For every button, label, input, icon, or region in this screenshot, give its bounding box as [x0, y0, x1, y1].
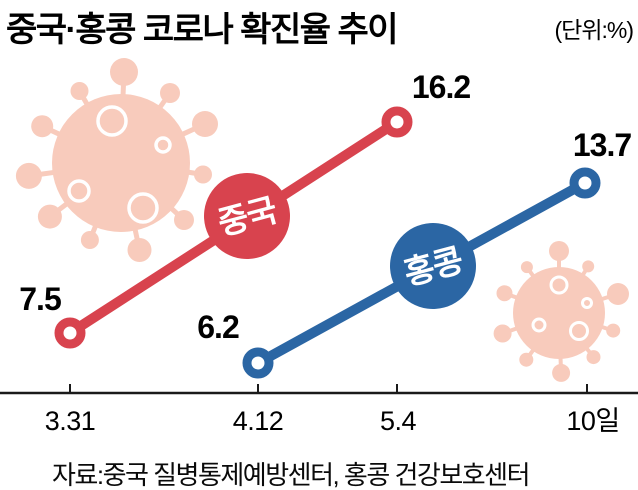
value-labels: 7.5 16.2 6.2 13.7 — [19, 69, 632, 345]
china-end-marker — [381, 106, 413, 138]
x-tick-label-2: 4.12 — [233, 406, 284, 436]
virus-spike — [80, 224, 99, 249]
virus-spike — [520, 261, 536, 278]
hongkong-end-value: 13.7 — [573, 127, 631, 163]
page-title: 중국·홍콩 코로나 확진율 추이 — [6, 11, 399, 49]
virus-icon-small — [493, 241, 629, 382]
virus-spike — [600, 283, 629, 305]
china-badge-circle — [204, 173, 290, 259]
virus-spike — [31, 115, 62, 138]
virus-spike — [552, 356, 571, 382]
china-end-value: 16.2 — [412, 69, 470, 105]
virus-spike — [70, 82, 90, 107]
virus-vacuole — [569, 321, 589, 341]
virus-spike — [180, 111, 218, 137]
series-china: 중국 — [54, 106, 413, 349]
virus-vacuole — [581, 297, 593, 309]
hongkong-start-marker — [242, 347, 274, 379]
virus-spike — [519, 348, 536, 367]
hongkong-badge: 홍콩 — [390, 223, 476, 309]
virus-spike — [37, 201, 70, 229]
unit-label: (단위:%) — [554, 17, 634, 43]
virus-spike — [169, 205, 194, 230]
virus-spike — [110, 58, 138, 97]
hongkong-badge-circle — [390, 223, 476, 309]
virus-spike — [600, 323, 621, 338]
virus-vacuole — [127, 192, 159, 224]
virus-spike — [584, 346, 601, 365]
virus-spike — [186, 165, 212, 184]
series-hongkong: 홍콩 — [242, 167, 601, 379]
china-start-marker — [54, 317, 86, 349]
virus-vacuole — [154, 136, 172, 154]
virus-body — [513, 267, 605, 359]
virus-spike — [15, 162, 56, 189]
virus-vacuole — [96, 105, 128, 137]
virus-spike — [549, 241, 569, 269]
x-axis-labels: 3.31 4.12 5.4 10일 — [45, 406, 620, 436]
x-axis — [0, 384, 638, 395]
x-tick-label-4: 10일 — [566, 406, 619, 436]
x-tick-label-1: 3.31 — [45, 406, 96, 436]
virus-icon-large — [15, 58, 218, 262]
virus-vacuole — [67, 179, 91, 203]
hongkong-end-marker — [569, 167, 601, 199]
virus-body — [52, 94, 190, 232]
x-tick-label-3: 5.4 — [380, 406, 417, 436]
china-start-value: 7.5 — [19, 281, 61, 317]
virus-spike — [127, 227, 152, 262]
virus-vacuole — [531, 317, 547, 333]
virus-spike — [580, 260, 595, 277]
hongkong-start-value: 6.2 — [197, 309, 239, 345]
virus-spike — [157, 83, 180, 110]
china-badge: 중국 — [204, 173, 290, 259]
virus-spike — [496, 285, 519, 302]
source-credit: 자료:중국 질병통제예방센터, 홍콩 건강보호센터 — [52, 460, 531, 490]
virus-spike — [493, 324, 519, 343]
virus-vacuole — [549, 275, 569, 295]
